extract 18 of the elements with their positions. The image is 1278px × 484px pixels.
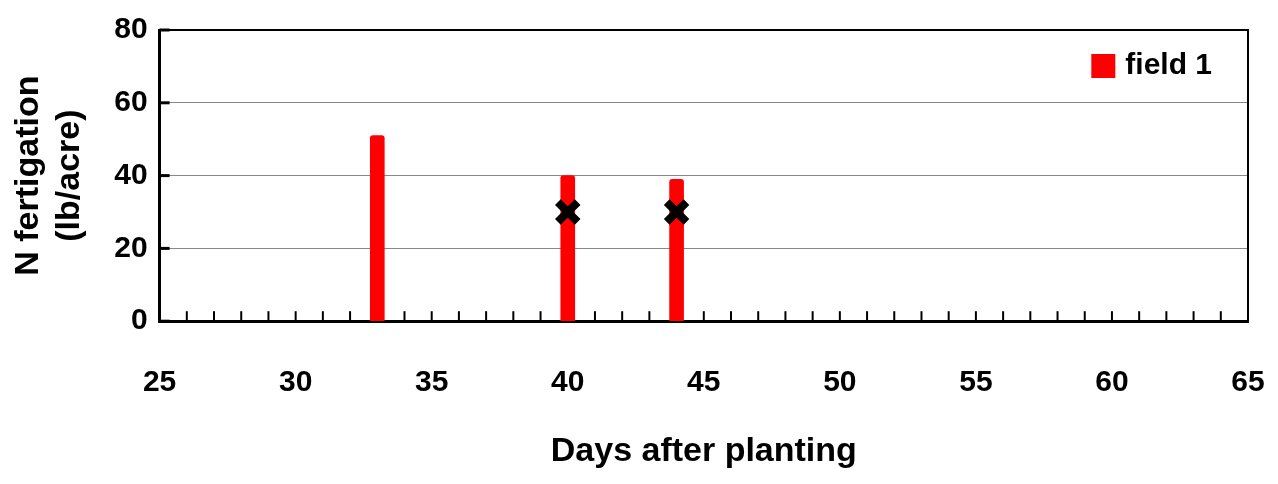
x-tick-label: 50 (823, 364, 857, 398)
x-tick-label: 35 (415, 364, 449, 398)
legend-label: field 1 (1125, 47, 1213, 81)
y-tick-label: 40 (114, 156, 148, 190)
x-tick-label: 40 (551, 364, 585, 398)
x-tick-label: 60 (1095, 364, 1129, 398)
x-tick-label: 30 (278, 364, 313, 398)
y-tick-label: 20 (114, 229, 148, 263)
x-tick-label: 45 (687, 364, 721, 398)
y-tick-label: 60 (114, 84, 148, 118)
x-axis-title: Days after planting (550, 429, 857, 468)
y-axis-title: N fertigation (lb/acre) (6, 75, 86, 276)
bar (369, 135, 385, 322)
y-tick-label: 80 (114, 11, 148, 45)
x-tick-label: 25 (142, 364, 177, 398)
y-tick-label: 0 (130, 302, 148, 336)
x-tick-label: 55 (959, 364, 993, 398)
x-tick-label: 65 (1231, 364, 1265, 398)
